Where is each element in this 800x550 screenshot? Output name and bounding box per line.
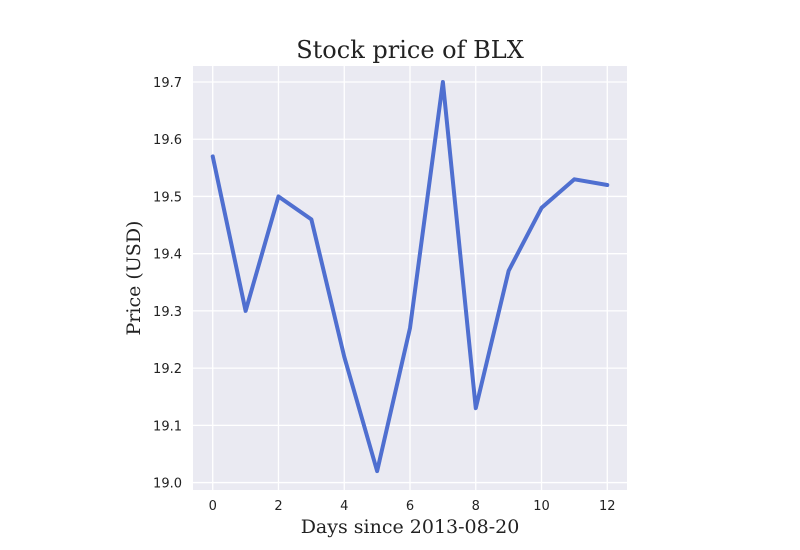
x-tick-label: 2 [274,499,282,514]
series-line [210,80,610,474]
y-tick-label: 19.2 [153,362,182,377]
x-tick-label: 12 [599,499,616,514]
x-tick-label: 6 [406,499,414,514]
y-tick-label: 19.5 [153,190,182,205]
y-tick-label: 19.7 [153,76,182,91]
x-tick-label: 8 [472,499,480,514]
y-tick-label: 19.0 [153,477,182,492]
chart-title: Stock price of BLX [296,36,524,64]
y-tick-labels: 19.0 19.1 19.2 19.3 19.4 19.5 19.6 19.7 [153,76,182,492]
y-tick-label: 19.3 [153,305,182,320]
y-axis-label: Price (USD) [123,221,145,336]
x-tick-label: 10 [533,499,550,514]
y-tick-label: 19.1 [153,419,182,434]
gridlines [193,66,627,490]
x-tick-label: 0 [209,499,217,514]
x-tick-label: 4 [340,499,348,514]
x-axis-label: Days since 2013-08-20 [301,516,520,538]
y-tick-label: 19.4 [153,248,182,263]
x-tick-labels: 0 2 4 6 8 10 12 [209,499,616,514]
y-tick-label: 19.6 [153,133,182,148]
